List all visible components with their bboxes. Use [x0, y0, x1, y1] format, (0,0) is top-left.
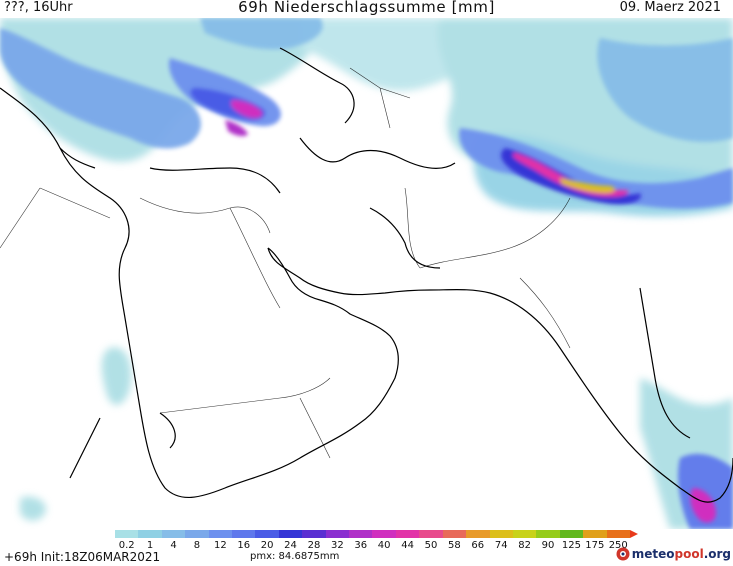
scale-label: 74 — [494, 540, 508, 551]
logo-text-accent: pool — [674, 547, 704, 561]
precipitation-map — [0, 18, 733, 529]
scale-color-cell — [559, 530, 584, 538]
scale-label: 12 — [213, 540, 227, 551]
scale-color-cell — [512, 530, 537, 538]
precip-field-light — [0, 18, 733, 529]
scale-end-arrow — [630, 530, 638, 538]
scale-label: 16 — [237, 540, 251, 551]
scale-color-cell — [606, 530, 630, 538]
scale-color-cell — [278, 530, 303, 538]
scale-label: 24 — [284, 540, 297, 551]
logo-text: meteopool.org — [632, 547, 731, 561]
scale-label: 44 — [401, 540, 414, 551]
scale-label: 40 — [377, 540, 391, 551]
scale-color-cell — [466, 530, 490, 538]
scale-color-cell — [583, 530, 607, 538]
scale-label: 82 — [518, 540, 531, 551]
map-footer: 0.2 1 4 8 12 16 20 24 28 32 36 40 44 50 58 66 74 82 90 125 1… — [0, 528, 733, 566]
scale-color-cell — [161, 530, 186, 538]
init-time: +69h Init:18Z06MAR2021 — [4, 550, 161, 564]
scale-label: 58 — [448, 540, 461, 551]
scale-label: 32 — [330, 540, 344, 551]
coastlines — [0, 47, 733, 503]
max-precip: pmx: 84.6875mm — [250, 551, 340, 562]
logo-text-main: meteo — [631, 547, 675, 561]
forecast-date: 09. Maerz 2021 — [619, 0, 721, 15]
scale-color-cell — [255, 530, 279, 538]
scale-color-cell — [325, 530, 350, 538]
scale-label: 175 — [585, 540, 605, 551]
country-borders — [0, 67, 571, 459]
scale-label: 0.2 — [118, 540, 135, 551]
meteopool-logo-icon — [616, 547, 630, 561]
scale-color-cell — [208, 530, 233, 538]
scale-color-cell — [115, 530, 139, 538]
scale-color-cell — [349, 530, 373, 538]
color-scale-labels: 0.2 1 4 8 12 16 20 24 28 32 36 40 44 50 58 66 74 82 90 125 1… — [115, 540, 630, 552]
color-scale-bar — [115, 530, 630, 538]
scale-label: 1 — [146, 540, 154, 551]
scale-color-cell — [232, 530, 256, 538]
scale-label: 125 — [561, 540, 581, 551]
scale-label: 36 — [354, 540, 368, 551]
scale-label: 50 — [424, 540, 438, 551]
precip-color-scale: 0.2 1 4 8 12 16 20 24 28 32 36 40 44 50 58 66 74 82 90 125 1… — [115, 530, 638, 552]
precip-field-medium — [0, 18, 733, 529]
scale-color-cell — [395, 530, 420, 538]
scale-color-cell — [489, 530, 513, 538]
scale-label: 20 — [260, 540, 274, 551]
scale-label: 66 — [471, 540, 485, 551]
scale-label: 28 — [307, 540, 321, 551]
scale-color-cell — [302, 530, 326, 538]
scale-color-cell — [372, 530, 396, 538]
precip-field-heavy — [190, 88, 716, 523]
scale-label: 4 — [170, 540, 177, 551]
scale-color-cell — [442, 530, 467, 538]
scale-label: 250 — [608, 540, 628, 551]
scale-color-cell — [536, 530, 560, 538]
scale-label: 8 — [193, 540, 201, 551]
meteopool-logo[interactable]: meteopool.org — [616, 547, 731, 561]
forecast-day-time: ???, 16Uhr — [4, 0, 73, 15]
scale-color-cell — [185, 530, 209, 538]
scale-color-cell — [138, 530, 162, 538]
logo-text-suffix: .org — [703, 547, 731, 561]
scale-color-cell — [419, 530, 443, 538]
scale-label: 90 — [541, 540, 555, 551]
map-title: 69h Niederschlagssumme [mm] — [238, 0, 495, 16]
